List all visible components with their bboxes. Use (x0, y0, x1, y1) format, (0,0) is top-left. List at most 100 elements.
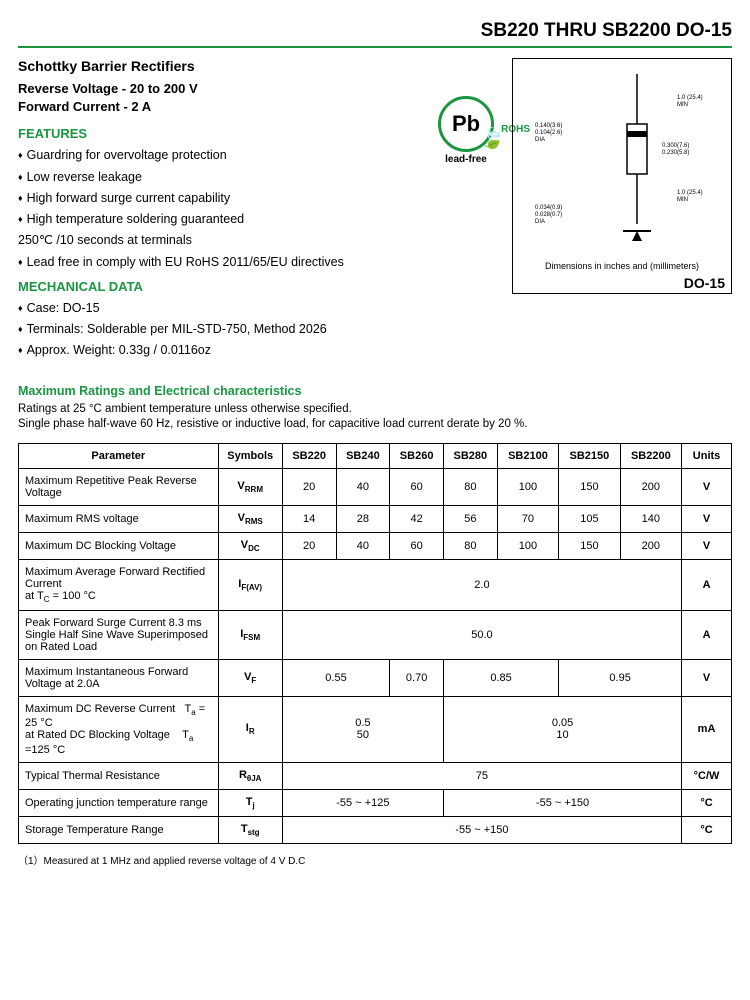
symbol-cell: VRMS (218, 505, 282, 532)
table-row: Storage Temperature Range Tstg -55 ~ +15… (19, 816, 732, 843)
svg-text:MIN: MIN (677, 102, 688, 108)
col-parameter: Parameter (19, 443, 219, 468)
col-part: SB280 (443, 443, 497, 468)
note-line: Ratings at 25 °C ambient temperature unl… (18, 403, 352, 415)
value-cell: 105 (559, 505, 620, 532)
symbol-cell: VDC (218, 532, 282, 559)
svg-text:0.300(7.6): 0.300(7.6) (662, 143, 689, 149)
svg-text:MIN: MIN (677, 197, 688, 203)
unit-cell: V (682, 505, 732, 532)
symbol-cell: VF (218, 660, 282, 697)
mech-item: Approx. Weight: 0.33g / 0.0116oz (18, 340, 500, 361)
table-row: Maximum Instantaneous Forward Voltage at… (19, 660, 732, 697)
value-cell: -55 ~ +125 (282, 789, 443, 816)
table-row: Maximum DC Reverse Current Ta = 25 °Cat … (19, 697, 732, 762)
unit-cell: °C/W (682, 762, 732, 789)
value-cell: 20 (282, 468, 336, 505)
svg-text:0.104(2.6): 0.104(2.6) (535, 130, 562, 136)
value-cell: 80 (443, 532, 497, 559)
product-spec: Reverse Voltage - 20 to 200 V Forward Cu… (18, 80, 500, 116)
value-cell: 150 (559, 532, 620, 559)
pb-circle-icon: Pb 🍃 (438, 96, 494, 152)
value-cell: -55 ~ +150 (443, 789, 681, 816)
col-part: SB220 (282, 443, 336, 468)
package-box: 1.0 (25.4) MIN 0.140(3.6) 0.104(2.6) DIA… (512, 58, 732, 294)
unit-cell: °C (682, 816, 732, 843)
value-cell: 100 (497, 532, 558, 559)
spec-line-1: Reverse Voltage - 20 to 200 V (18, 81, 198, 96)
ratings-note: Ratings at 25 °C ambient temperature unl… (18, 402, 732, 433)
svg-text:1.0 (25.4): 1.0 (25.4) (677, 190, 703, 196)
pb-text: Pb (452, 111, 480, 137)
param-cell: Maximum Average Forward Rectified Curren… (19, 560, 219, 611)
product-name: Schottky Barrier Rectifiers (18, 58, 500, 74)
mech-item: Case: DO-15 (18, 298, 500, 319)
value-cell: 75 (282, 762, 681, 789)
symbol-cell: RθJA (218, 762, 282, 789)
package-caption: Dimensions in inches and (millimeters) (513, 261, 731, 271)
symbol-cell: IR (218, 697, 282, 762)
value-cell: 42 (390, 505, 444, 532)
spec-line-2: Forward Current - 2 A (18, 99, 151, 114)
svg-text:0.034(0.9): 0.034(0.9) (535, 205, 562, 211)
feature-item: Lead free in comply with EU RoHS 2011/65… (18, 252, 500, 273)
value-cell: 0.550 (282, 697, 443, 762)
param-cell: Storage Temperature Range (19, 816, 219, 843)
feature-item: 250℃ /10 seconds at terminals (18, 230, 500, 251)
value-cell: 100 (497, 468, 558, 505)
param-cell: Typical Thermal Resistance (19, 762, 219, 789)
top-section: Schottky Barrier Rectifiers Reverse Volt… (18, 58, 732, 362)
param-cell: Maximum RMS voltage (19, 505, 219, 532)
spec-table: Parameter Symbols SB220 SB240 SB260 SB28… (18, 443, 732, 845)
table-row: Maximum DC Blocking Voltage VDC 20 40 60… (19, 532, 732, 559)
value-cell: 80 (443, 468, 497, 505)
feature-item: Guardring for overvoltage protection (18, 145, 500, 166)
divider (18, 46, 732, 48)
value-cell: 0.70 (390, 660, 444, 697)
value-cell: 0.85 (443, 660, 558, 697)
value-cell: 50.0 (282, 611, 681, 660)
value-cell: 140 (620, 505, 681, 532)
param-cell: Maximum Repetitive Peak Reverse Voltage (19, 468, 219, 505)
value-cell: 60 (390, 468, 444, 505)
param-cell: Operating junction temperature range (19, 789, 219, 816)
ratings-heading: Maximum Ratings and Electrical character… (18, 384, 732, 398)
unit-cell: A (682, 560, 732, 611)
value-cell: 0.55 (282, 660, 389, 697)
col-units: Units (682, 443, 732, 468)
param-cell: Peak Forward Surge Current 8.3 ms Single… (19, 611, 219, 660)
pb-rohs-logo: Pb 🍃 ROHS lead-free (438, 96, 494, 165)
note-line: Single phase half-wave 60 Hz, resistive … (18, 418, 527, 430)
left-column: Schottky Barrier Rectifiers Reverse Volt… (18, 58, 500, 362)
value-cell: 60 (390, 532, 444, 559)
table-row: Typical Thermal Resistance RθJA 75 °C/W (19, 762, 732, 789)
param-cell: Maximum Instantaneous Forward Voltage at… (19, 660, 219, 697)
unit-cell: °C (682, 789, 732, 816)
value-cell: 150 (559, 468, 620, 505)
col-symbols: Symbols (218, 443, 282, 468)
svg-text:DIA: DIA (535, 219, 545, 225)
table-row: Operating junction temperature range Tj … (19, 789, 732, 816)
symbol-cell: VRRM (218, 468, 282, 505)
features-heading: FEATURES (18, 126, 500, 141)
symbol-cell: IF(AV) (218, 560, 282, 611)
unit-cell: V (682, 532, 732, 559)
svg-text:0.140(3.6): 0.140(3.6) (535, 123, 562, 129)
page-title: SB220 THRU SB2200 DO-15 (18, 0, 732, 46)
mech-item: Terminals: Solderable per MIL-STD-750, M… (18, 319, 500, 340)
feature-item: High temperature soldering guaranteed (18, 209, 500, 230)
param-cell: Maximum DC Reverse Current Ta = 25 °Cat … (19, 697, 219, 762)
value-cell: 200 (620, 468, 681, 505)
param-cell: Maximum DC Blocking Voltage (19, 532, 219, 559)
value-cell: 0.0510 (443, 697, 681, 762)
mechdata-heading: MECHANICAL DATA (18, 279, 500, 294)
table-header-row: Parameter Symbols SB220 SB240 SB260 SB28… (19, 443, 732, 468)
package-drawing: 1.0 (25.4) MIN 0.140(3.6) 0.104(2.6) DIA… (512, 58, 732, 362)
value-cell: 40 (336, 532, 390, 559)
value-cell: 0.95 (559, 660, 682, 697)
feature-item: Low reverse leakage (18, 167, 500, 188)
svg-text:0.028(0.7): 0.028(0.7) (535, 212, 562, 218)
table-row: Peak Forward Surge Current 8.3 ms Single… (19, 611, 732, 660)
col-part: SB2200 (620, 443, 681, 468)
diode-outline-icon: 1.0 (25.4) MIN 0.140(3.6) 0.104(2.6) DIA… (527, 69, 717, 249)
